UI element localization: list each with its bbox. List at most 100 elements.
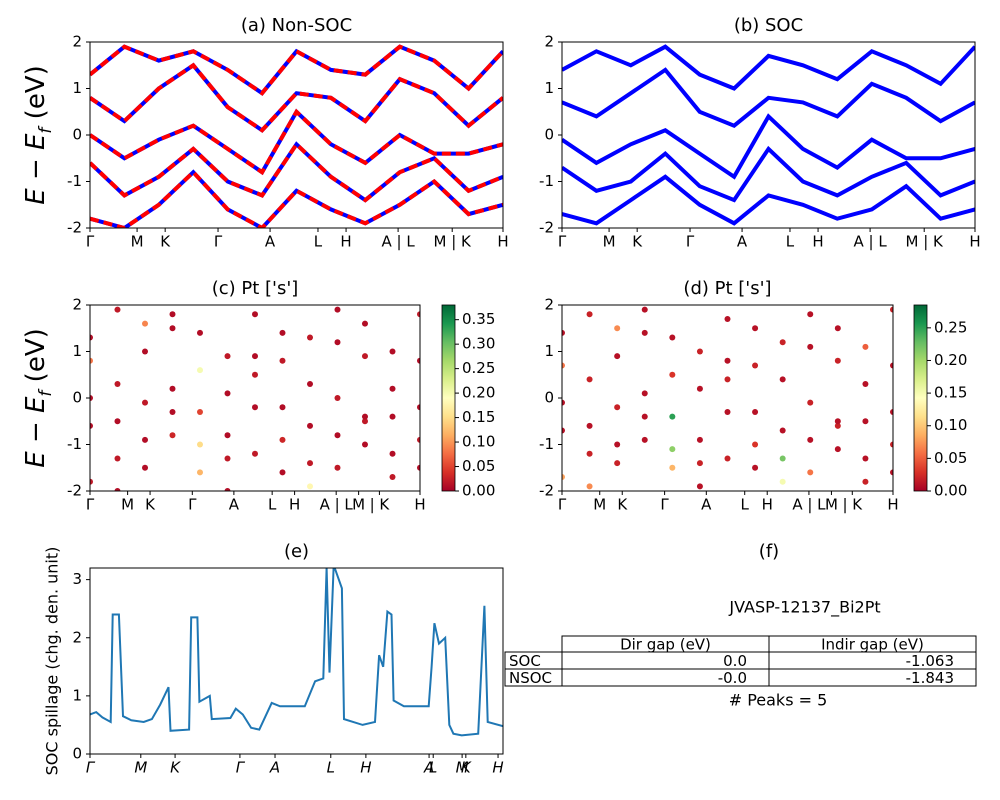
band-point bbox=[334, 464, 341, 471]
x-tick-label: L bbox=[314, 233, 323, 251]
table-caption: JVASP-12137_Bi2Pt bbox=[728, 598, 880, 618]
band-point bbox=[169, 385, 176, 392]
y-label-part: E − E bbox=[21, 133, 51, 205]
x-tick-label: H bbox=[969, 233, 980, 251]
colorbar-tick-label: 0.15 bbox=[934, 384, 967, 402]
colorbar bbox=[913, 304, 928, 492]
band-point bbox=[752, 441, 759, 448]
band-point bbox=[114, 381, 121, 388]
band-point bbox=[669, 446, 676, 453]
band bbox=[90, 44, 503, 96]
band-point bbox=[389, 474, 396, 481]
band-point bbox=[669, 371, 676, 378]
band-point bbox=[90, 422, 93, 429]
band-point bbox=[307, 381, 314, 388]
band-point bbox=[196, 408, 203, 415]
band-underlay bbox=[90, 44, 503, 96]
x-tick-label: | K bbox=[370, 496, 391, 514]
x-tick-label: Γ bbox=[86, 759, 96, 777]
x-tick-label: M bbox=[131, 233, 144, 251]
axes-frame bbox=[89, 41, 504, 229]
band-point bbox=[252, 404, 258, 411]
band-point bbox=[169, 325, 176, 332]
plot-area bbox=[562, 44, 975, 226]
colorbar-tick-label: 0.00 bbox=[934, 482, 967, 500]
band-point bbox=[807, 469, 814, 476]
band-point bbox=[834, 422, 841, 429]
band-point bbox=[696, 460, 703, 467]
x-tick-label: A bbox=[265, 233, 276, 251]
spillage-line bbox=[90, 568, 503, 737]
table-cell-text: NSOC bbox=[509, 669, 552, 687]
colorbar-tick-label: 0.20 bbox=[934, 351, 967, 369]
band-point bbox=[169, 311, 176, 318]
y-label-part: (eV) bbox=[21, 65, 51, 127]
band-point bbox=[90, 395, 93, 401]
table-cell-text: SOC bbox=[509, 652, 541, 670]
x-tick-label: H bbox=[812, 233, 823, 251]
band-point bbox=[114, 306, 121, 313]
axes-frame bbox=[561, 41, 976, 229]
colorbar-tick-label: 0.30 bbox=[462, 335, 495, 353]
band-point bbox=[752, 325, 759, 332]
colorbar-tick-label: 0.20 bbox=[462, 384, 495, 402]
table-cell-text: -1.063 bbox=[906, 652, 954, 670]
band-point bbox=[224, 353, 231, 360]
band-point bbox=[334, 432, 341, 439]
colorbar bbox=[441, 304, 456, 492]
band-point bbox=[614, 325, 621, 332]
colorbar-tick-label: 0.10 bbox=[462, 433, 495, 451]
x-tick-label: H bbox=[762, 496, 773, 514]
band-point bbox=[279, 404, 286, 411]
band-point bbox=[417, 357, 420, 364]
band-point bbox=[890, 306, 893, 313]
plot-area bbox=[562, 306, 893, 490]
band-point bbox=[614, 353, 621, 360]
y-tick-label: -1 bbox=[539, 172, 554, 190]
y-tick-label: 1 bbox=[72, 342, 82, 360]
x-tick-label: Γ bbox=[86, 233, 95, 251]
y-tick-label: -1 bbox=[67, 435, 82, 453]
x-tick-label: H bbox=[340, 233, 351, 251]
band-point bbox=[417, 404, 420, 411]
x-tick-label: K bbox=[170, 759, 181, 777]
band-point bbox=[196, 367, 203, 374]
x-tick-label: Γ bbox=[686, 233, 695, 251]
table-cell bbox=[768, 668, 977, 687]
y-label-part: f bbox=[36, 388, 56, 397]
band-point bbox=[807, 311, 814, 318]
x-tick-label: K bbox=[145, 496, 156, 514]
band-point bbox=[586, 376, 593, 383]
table-cell-text: -1.843 bbox=[906, 669, 954, 687]
band-point bbox=[669, 413, 676, 420]
axes-frame bbox=[561, 304, 894, 492]
band bbox=[562, 145, 975, 203]
x-tick-label: H bbox=[414, 496, 425, 514]
band-point bbox=[752, 408, 759, 415]
band-point bbox=[834, 446, 841, 453]
band-point bbox=[252, 353, 258, 360]
band-point bbox=[114, 455, 121, 462]
band-point bbox=[562, 427, 565, 434]
band-point bbox=[752, 362, 759, 369]
x-tick-label: Γ bbox=[660, 496, 669, 514]
panel-title: (e) bbox=[284, 541, 309, 562]
band-point bbox=[142, 348, 149, 355]
band-point bbox=[890, 362, 893, 369]
y-tick-label: 1 bbox=[544, 342, 554, 360]
band-point bbox=[279, 436, 286, 443]
band-point bbox=[196, 329, 203, 336]
band bbox=[562, 67, 975, 128]
band-point bbox=[752, 464, 759, 471]
x-tick-label: A | L bbox=[792, 496, 826, 514]
y-label-part: f bbox=[36, 125, 56, 134]
x-tick-label: M | K bbox=[434, 233, 473, 251]
x-tick-label: Γ bbox=[558, 496, 567, 514]
band-point bbox=[862, 381, 869, 388]
band-point bbox=[586, 422, 593, 429]
band-point bbox=[334, 306, 341, 313]
band-point bbox=[586, 483, 593, 490]
band-point bbox=[307, 334, 314, 341]
y-tick-label: 0 bbox=[72, 126, 82, 144]
x-tick-label: L bbox=[429, 759, 437, 777]
